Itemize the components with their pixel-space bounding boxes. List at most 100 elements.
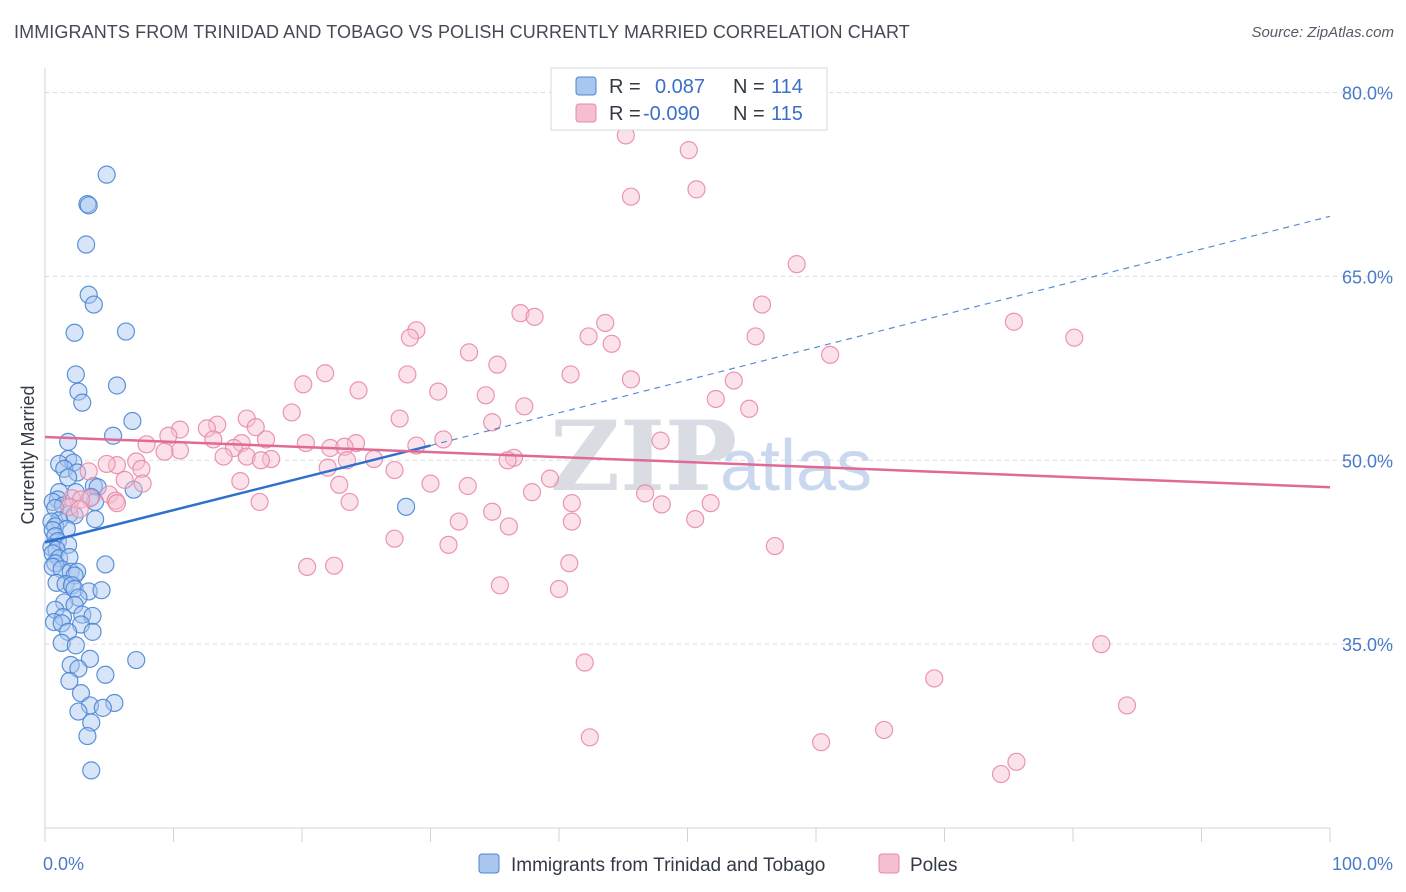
point-trinidad-74	[66, 636, 85, 655]
point-poles-4	[687, 180, 706, 199]
point-poles-70	[79, 462, 98, 481]
point-poles-98	[385, 529, 404, 548]
point-poles-89	[652, 495, 671, 514]
point-trinidad-82	[105, 693, 124, 713]
watermark-zip: ZIP	[550, 400, 737, 513]
trend-line-blue-dashed	[430, 215, 1331, 447]
point-poles-97	[499, 517, 518, 536]
point-poles-3	[679, 141, 698, 160]
point-trinidad-80	[60, 671, 79, 691]
point-poles-31	[515, 397, 534, 416]
point-trinidad-73	[52, 633, 71, 653]
point-poles-88	[562, 494, 581, 513]
point-poles-102	[298, 557, 317, 577]
point-poles-23	[561, 365, 580, 384]
y-tick-label-0: 35.0%	[1342, 635, 1393, 655]
legend-top: R = 0.087 N = 114 R = -0.090 N = 115	[550, 67, 828, 131]
point-poles-93	[483, 502, 502, 521]
point-poles-108	[925, 669, 944, 688]
trend-line-blue	[44, 444, 431, 544]
point-trinidad-11	[73, 393, 92, 412]
point-poles-71	[115, 470, 134, 489]
point-poles-74	[133, 474, 152, 493]
point-trinidad-10	[69, 382, 88, 401]
legend-n-value-pink: 115	[771, 103, 803, 125]
point-trinidad-2	[79, 196, 98, 215]
point-poles-66	[97, 454, 116, 474]
point-poles-42	[434, 430, 453, 449]
point-trinidad-60	[92, 581, 111, 600]
point-poles-85	[340, 492, 359, 512]
trend-line-pink	[44, 435, 1331, 489]
point-poles-24	[724, 371, 743, 390]
point-poles-33	[282, 403, 301, 422]
point-trinidad-88	[82, 761, 101, 780]
point-poles-110	[580, 728, 599, 747]
point-poles-22	[398, 365, 417, 384]
point-poles-28	[429, 382, 448, 401]
point-poles-73	[231, 471, 250, 491]
point-trinidad-63	[65, 595, 84, 615]
point-trinidad-3	[77, 235, 96, 254]
watermark: ZIP atlas	[550, 400, 872, 513]
point-trinidad-4	[79, 285, 98, 304]
point-poles-15	[746, 327, 765, 346]
point-poles-111	[875, 720, 894, 740]
point-poles-56	[214, 447, 233, 466]
point-trinidad-75	[80, 649, 100, 668]
point-trinidad-9	[107, 376, 127, 395]
point-poles-9	[525, 307, 544, 326]
point-trinidad-87	[78, 726, 97, 746]
point-poles-106	[1092, 635, 1111, 654]
point-poles-95	[686, 509, 705, 529]
y-tick-label-2: 65.0%	[1342, 267, 1393, 287]
point-poles-6	[787, 255, 806, 274]
point-poles-7	[752, 295, 772, 314]
point-poles-82	[635, 484, 655, 503]
point-poles-46	[137, 435, 156, 454]
point-poles-29	[476, 386, 495, 405]
point-trinidad-68	[44, 612, 64, 632]
point-trinidad-72	[83, 622, 102, 641]
legend-bottom-label-pink: Poles	[910, 855, 958, 876]
point-trinidad-35	[86, 509, 105, 529]
point-trinidad-59	[79, 582, 98, 601]
point-poles-104	[490, 576, 509, 595]
legend-bottom-swatch-blue	[478, 853, 500, 874]
point-poles-38	[197, 419, 217, 438]
chart-title: IMMIGRANTS FROM TRINIDAD AND TOBAGO VS P…	[14, 22, 910, 42]
point-poles-59	[251, 451, 270, 470]
point-trinidad-86	[82, 713, 101, 732]
point-trinidad-17	[50, 454, 69, 474]
tick-labels: 35.0% 50.0% 65.0% 80.0% 0.0% 100.0%	[43, 84, 1393, 874]
point-poles-17	[602, 334, 621, 353]
point-poles-12	[407, 321, 426, 340]
point-poles-57	[237, 447, 256, 466]
point-poles-20	[488, 355, 507, 374]
point-trinidad-49	[96, 555, 115, 574]
point-poles-25	[621, 370, 641, 389]
trend-lines	[44, 215, 1331, 544]
grid-lines	[45, 92, 1395, 645]
point-poles-26	[294, 375, 313, 394]
point-poles-114	[991, 764, 1011, 784]
point-poles-32	[740, 399, 759, 418]
point-poles-107	[575, 653, 594, 672]
point-poles-113	[1007, 752, 1026, 771]
point-poles-96	[449, 512, 468, 531]
point-trinidad-8	[66, 365, 85, 384]
point-trinidad-19	[68, 463, 87, 482]
point-poles-109	[1117, 696, 1137, 715]
point-poles-36	[483, 413, 502, 432]
point-trinidad-84	[93, 698, 112, 717]
legend-bottom: Immigrants from Trinidad and Tobago Pole…	[478, 853, 958, 876]
point-poles-94	[562, 512, 581, 531]
point-poles-16	[1065, 328, 1084, 347]
point-poles-100	[439, 535, 458, 554]
point-poles-11	[1004, 312, 1023, 331]
point-poles-92	[701, 494, 720, 513]
point-poles-54	[170, 441, 190, 460]
point-trinidad-12	[123, 411, 142, 431]
legend-r-label-pink: R =	[609, 103, 641, 125]
point-poles-112	[812, 733, 831, 752]
